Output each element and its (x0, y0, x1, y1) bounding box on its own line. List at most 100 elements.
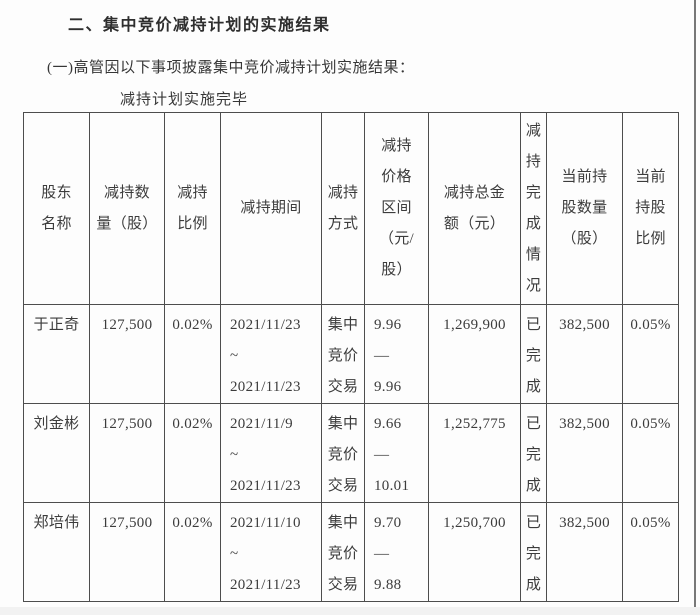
cell-shareholder: 刘金彬 (23, 403, 90, 503)
text-line: 2021/11/23 (230, 317, 301, 333)
text-line: 当前 (635, 169, 666, 185)
cell-reduction-ratio: 0.02% (164, 304, 221, 404)
text-line: ~ (230, 348, 239, 364)
text-line: 竞价 (327, 546, 359, 562)
cell-reduction-ratio: 0.02% (164, 502, 221, 602)
text-line: 情 (525, 246, 542, 263)
text-line: 成 (525, 379, 542, 395)
text-line: 减持总金 (443, 184, 506, 201)
text-line: 2021/11/9 (230, 416, 293, 432)
col-header-period: 减持期间 (220, 112, 322, 305)
text-line: 10.01 (374, 478, 410, 494)
text-line: 9.66 (374, 416, 402, 432)
text-line: （股） (561, 231, 608, 247)
cell-current-shares: 382,500 (546, 502, 623, 602)
cell-shareholder: 郑培伟 (23, 502, 90, 602)
text-line: 已 (525, 317, 542, 333)
text-line: 已 (525, 515, 542, 531)
cell-current-ratio: 0.05% (622, 403, 679, 503)
text-line: 9.96 (374, 317, 402, 333)
cell-current-ratio: 0.05% (622, 304, 679, 404)
cell-period: 2021/11/23 ~ 2021/11/23 (220, 304, 322, 404)
cell-current-shares: 382,500 (546, 403, 623, 503)
text-line: 完 (525, 546, 542, 562)
text-line: 当前持 (561, 169, 608, 185)
table-row: 刘金彬 127,500 0.02% 2021/11/9 ~ 2021/11/23… (23, 403, 679, 503)
text-line: 名称 (41, 215, 72, 232)
text-line: 完 (525, 184, 542, 201)
cell-total-amount: 1,252,775 (428, 403, 521, 503)
text-line: 股东 (41, 184, 72, 201)
table-row: 郑培伟 127,500 0.02% 2021/11/10 ~ 2021/11/2… (23, 502, 679, 602)
text-line: 2021/11/23 (230, 577, 301, 593)
col-header-reduction-ratio: 减持 比例 (164, 112, 221, 305)
text-line: 减持期间 (240, 200, 302, 216)
col-header-shares-reduced: 减持数 量（股） (89, 112, 165, 305)
text-line: 比例 (177, 215, 208, 232)
text-line: ~ (230, 447, 239, 463)
text-line: 交易 (327, 478, 359, 494)
col-header-completion-status: 减 持 完 成 情 况 (520, 112, 547, 305)
text-line: 交易 (327, 577, 359, 593)
text-line: — (374, 546, 390, 562)
text-line: 区间 (381, 200, 412, 216)
cell-reduction-ratio: 0.02% (164, 403, 221, 503)
text-line: 减持数 (104, 184, 150, 201)
text-line: 9.96 (374, 379, 402, 395)
text-line: 价格 (381, 169, 412, 185)
text-line: 成 (525, 215, 542, 232)
text-line: 况 (525, 277, 542, 294)
cell-completion-status: 已 完 成 (520, 304, 547, 404)
table-row: 于正奇 127,500 0.02% 2021/11/23 ~ 2021/11/2… (23, 304, 679, 404)
page-bottom-shadow (0, 607, 700, 615)
results-table: 股东 名称 减持数 量（股） 减持 比例 减持期间 减持 方式 减持 价格 区间 (23, 112, 679, 602)
text-line: 减持 (327, 184, 359, 201)
text-line: 比例 (635, 231, 666, 247)
text-line: — (374, 348, 390, 364)
cell-method: 集中 竞价 交易 (321, 502, 365, 602)
text-line: 减持 (177, 184, 208, 201)
text-line: 额（元） (443, 215, 506, 232)
text-line: — (374, 447, 390, 463)
cell-total-amount: 1,250,700 (428, 502, 521, 602)
text-line: 成 (525, 577, 542, 593)
text-line: 成 (525, 478, 542, 494)
text-line: 集中 (327, 317, 359, 333)
text-line: 集中 (327, 515, 359, 531)
text-line: 竞价 (327, 447, 359, 463)
cell-method: 集中 竞价 交易 (321, 304, 365, 404)
col-header-method: 减持 方式 (321, 112, 365, 305)
cell-period: 2021/11/9 ~ 2021/11/23 (220, 403, 322, 503)
table-header-row: 股东 名称 减持数 量（股） 减持 比例 减持期间 减持 方式 减持 价格 区间 (23, 112, 679, 305)
text-line: 2021/11/10 (230, 515, 301, 531)
section-title: 二、集中竞价减持计划的实施结果 (68, 17, 331, 34)
cell-period: 2021/11/10 ~ 2021/11/23 (220, 502, 322, 602)
text-line: 量（股） (96, 215, 158, 232)
cell-current-ratio: 0.05% (622, 502, 679, 602)
cell-shares-reduced: 127,500 (89, 403, 165, 503)
text-line: 集中 (327, 416, 359, 432)
text-line: 9.88 (374, 577, 402, 593)
cell-price-range: 9.70 — 9.88 (364, 502, 429, 602)
cell-method: 集中 竞价 交易 (321, 403, 365, 503)
cell-current-shares: 382,500 (546, 304, 623, 404)
cell-price-range: 9.66 — 10.01 (364, 403, 429, 503)
cell-price-range: 9.96 — 9.96 (364, 304, 429, 404)
cell-completion-status: 已 完 成 (520, 403, 547, 503)
col-header-shareholder: 股东 名称 (23, 112, 90, 305)
text-line: 9.70 (374, 515, 402, 531)
cell-shareholder: 于正奇 (23, 304, 90, 404)
text-line: 交易 (327, 379, 359, 395)
text-line: 已 (525, 416, 542, 432)
text-line: 持股 (635, 200, 666, 216)
col-header-total-amount: 减持总金 额（元） (428, 112, 521, 305)
text-line: 方式 (327, 215, 359, 232)
text-line: 竞价 (327, 348, 359, 364)
text-line: 2021/11/23 (230, 478, 301, 494)
cell-shares-reduced: 127,500 (89, 502, 165, 602)
subsection-title: (一)高管因以下事项披露集中竞价减持计划实施结果： (47, 60, 415, 76)
cell-shares-reduced: 127,500 (89, 304, 165, 404)
col-header-current-ratio: 当前 持股 比例 (622, 112, 679, 305)
text-line: 2021/11/23 (230, 379, 301, 395)
